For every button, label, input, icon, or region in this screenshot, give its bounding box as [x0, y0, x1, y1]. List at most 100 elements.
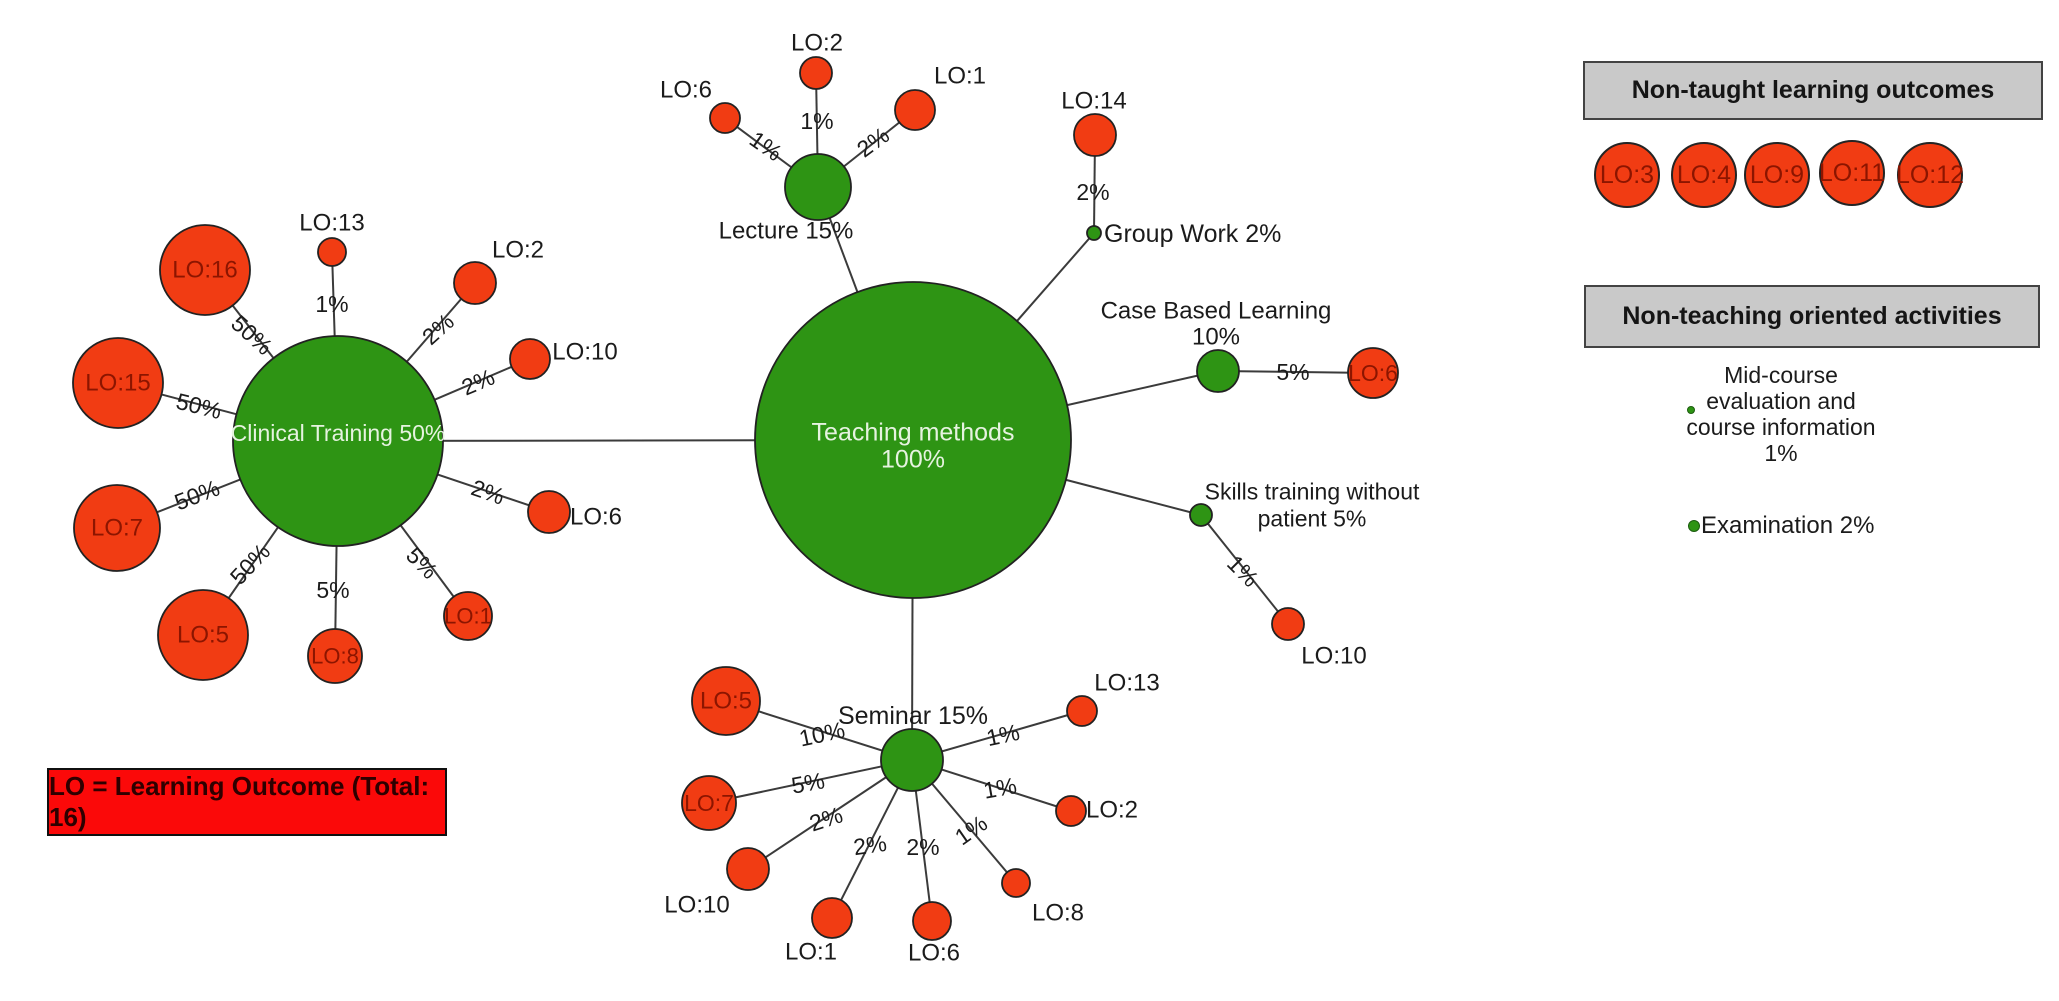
node-label-ct-lo7: LO:7 — [91, 515, 143, 542]
legend-non-taught-title: Non-taught learning outcomes — [1583, 61, 2043, 120]
edge-label-clinical-ct-lo15: 50% — [174, 388, 225, 424]
examination-dot-icon — [1688, 520, 1700, 532]
node-sem-lo5 — [691, 666, 761, 736]
legend-outcome-circle-lo12: LO:12 — [1896, 142, 1964, 208]
mid-course-line-3: course information — [1686, 414, 1876, 440]
node-ct-lo15 — [72, 337, 164, 429]
node-sk-lo10 — [1271, 607, 1305, 641]
node-label-lec-lo2: LO:2 — [791, 30, 843, 57]
node-label-ct-lo15: LO:15 — [85, 370, 150, 397]
edge-label-lecture-lec-lo2: 1% — [800, 108, 833, 134]
legend-outcome-circle-lo11: LO:11 — [1819, 140, 1885, 206]
node-label-ct-lo2: LO:2 — [492, 237, 544, 264]
node-label-ct-lo16: LO:16 — [172, 257, 237, 284]
mid-course-line-1: Mid-course — [1724, 362, 1838, 388]
edge-seminar-sem-lo7 — [708, 759, 913, 804]
edge-skills-sk-lo10 — [1200, 514, 1289, 625]
node-label-seminar: Seminar 15% — [838, 702, 988, 730]
legend-outcome-circle-lo3: LO:3 — [1594, 142, 1660, 208]
edge-label-clinical-ct-lo5: 50% — [225, 538, 275, 589]
edge-label-seminar-sem-lo7: 5% — [789, 767, 826, 798]
node-label-sem-lo7: LO:7 — [684, 790, 734, 816]
node-gw-lo14 — [1073, 113, 1117, 157]
edge-label-seminar-sem-lo6: 2% — [906, 834, 939, 860]
node-label-sem-lo6: LO:6 — [908, 940, 960, 967]
edge-label-clinical-ct-lo1: 5% — [401, 542, 443, 584]
edge-label-clinical-ct-lo10: 2% — [458, 364, 499, 401]
node-lec-lo1 — [894, 89, 936, 131]
node-label-sem-lo10: LO:10 — [664, 892, 729, 919]
mid-course-line-2: evaluation and — [1706, 388, 1856, 414]
mid-course-line-4: 1% — [1764, 440, 1798, 466]
node-label-ct-lo13: LO:13 — [299, 210, 364, 237]
node-label-ct-lo8: LO:8 — [311, 644, 359, 669]
node-label-cb-lo6: LO:6 — [1348, 360, 1398, 386]
node-ct-lo2 — [453, 261, 497, 305]
node-label-ct-lo5: LO:5 — [177, 622, 229, 649]
node-cb-lo6 — [1347, 347, 1399, 399]
edge-label-seminar-sem-lo1: 2% — [852, 830, 889, 860]
edge-seminar-sem-lo10 — [747, 759, 913, 870]
node-label-lec-lo6: LO:6 — [660, 77, 712, 104]
edge-label-seminar-sem-lo13: 1% — [984, 719, 1022, 751]
node-ct-lo6 — [527, 490, 571, 534]
node-skills — [1189, 503, 1213, 527]
node-label-sem-lo5: LO:5 — [700, 688, 752, 715]
node-label-lec-lo1: LO:1 — [934, 63, 986, 90]
node-seminar — [880, 728, 944, 792]
examination-label: Examination 2% — [1701, 512, 1875, 539]
node-ct-lo7 — [73, 484, 161, 572]
node-ct-lo1 — [443, 591, 493, 641]
node-label-skills: patient 5% — [1258, 506, 1367, 532]
node-lec-lo2 — [799, 56, 833, 90]
edge-label-seminar-sem-lo8: 1% — [950, 810, 992, 850]
node-label-groupwork: Group Work 2% — [1104, 220, 1281, 248]
legend-outcome-circle-lo9: LO:9 — [1744, 142, 1810, 208]
node-label-teaching: 100% — [881, 446, 945, 474]
node-casebased — [1196, 349, 1240, 393]
node-sem-lo13 — [1066, 695, 1098, 727]
node-ct-lo10 — [509, 338, 551, 380]
mid-course-dot-icon — [1687, 406, 1695, 414]
legend-non-teaching-title: Non-teaching oriented activities — [1584, 285, 2040, 348]
mid-course-label: Mid-course evaluation and course informa… — [1631, 362, 1931, 466]
edge-label-groupwork-gw-lo14: 2% — [1076, 179, 1109, 205]
node-label-sem-lo8: LO:8 — [1032, 900, 1084, 927]
node-ct-lo5 — [157, 589, 249, 681]
node-label-teaching: Teaching methods — [812, 419, 1015, 447]
edge-label-clinical-ct-lo7: 50% — [171, 475, 223, 516]
node-label-casebased: Case Based Learning — [1101, 298, 1332, 325]
edge-label-clinical-ct-lo13: 1% — [315, 291, 348, 317]
node-label-sem-lo13: LO:13 — [1094, 670, 1159, 697]
node-label-ct-lo1: LO:1 — [444, 604, 492, 629]
node-sem-lo2 — [1055, 795, 1087, 827]
node-label-casebased: 10% — [1192, 324, 1240, 351]
node-label-skills: Skills training without — [1205, 479, 1420, 505]
node-ct-lo16 — [159, 224, 251, 316]
node-lecture — [784, 153, 852, 221]
node-label-sk-lo10: LO:10 — [1301, 643, 1366, 670]
node-sem-lo10 — [726, 847, 770, 891]
node-clinical — [232, 335, 444, 547]
edge-label-clinical-ct-lo8: 5% — [316, 577, 349, 603]
edge-label-clinical-ct-lo6: 2% — [468, 474, 508, 509]
node-teaching — [754, 281, 1072, 599]
node-groupwork — [1086, 225, 1102, 241]
node-sem-lo7 — [681, 775, 737, 831]
node-label-ct-lo6: LO:6 — [570, 504, 622, 531]
node-label-ct-lo10: LO:10 — [552, 339, 617, 366]
node-ct-lo8 — [307, 628, 363, 684]
legend-outcome-circle-lo4: LO:4 — [1671, 142, 1737, 208]
node-label-lecture: Lecture 15% — [719, 218, 854, 245]
node-sem-lo1 — [811, 897, 853, 939]
node-sem-lo6 — [912, 901, 952, 941]
edge-label-seminar-sem-lo2: 1% — [981, 772, 1018, 803]
lo-note-box: LO = Learning Outcome (Total: 16) — [47, 768, 447, 836]
edge-label-casebased-cb-lo6: 5% — [1276, 359, 1309, 385]
node-label-sem-lo1: LO:1 — [785, 939, 837, 966]
node-label-sem-lo2: LO:2 — [1086, 797, 1138, 824]
node-lec-lo6 — [709, 102, 741, 134]
node-label-clinical: Clinical Training 50% — [231, 420, 446, 446]
